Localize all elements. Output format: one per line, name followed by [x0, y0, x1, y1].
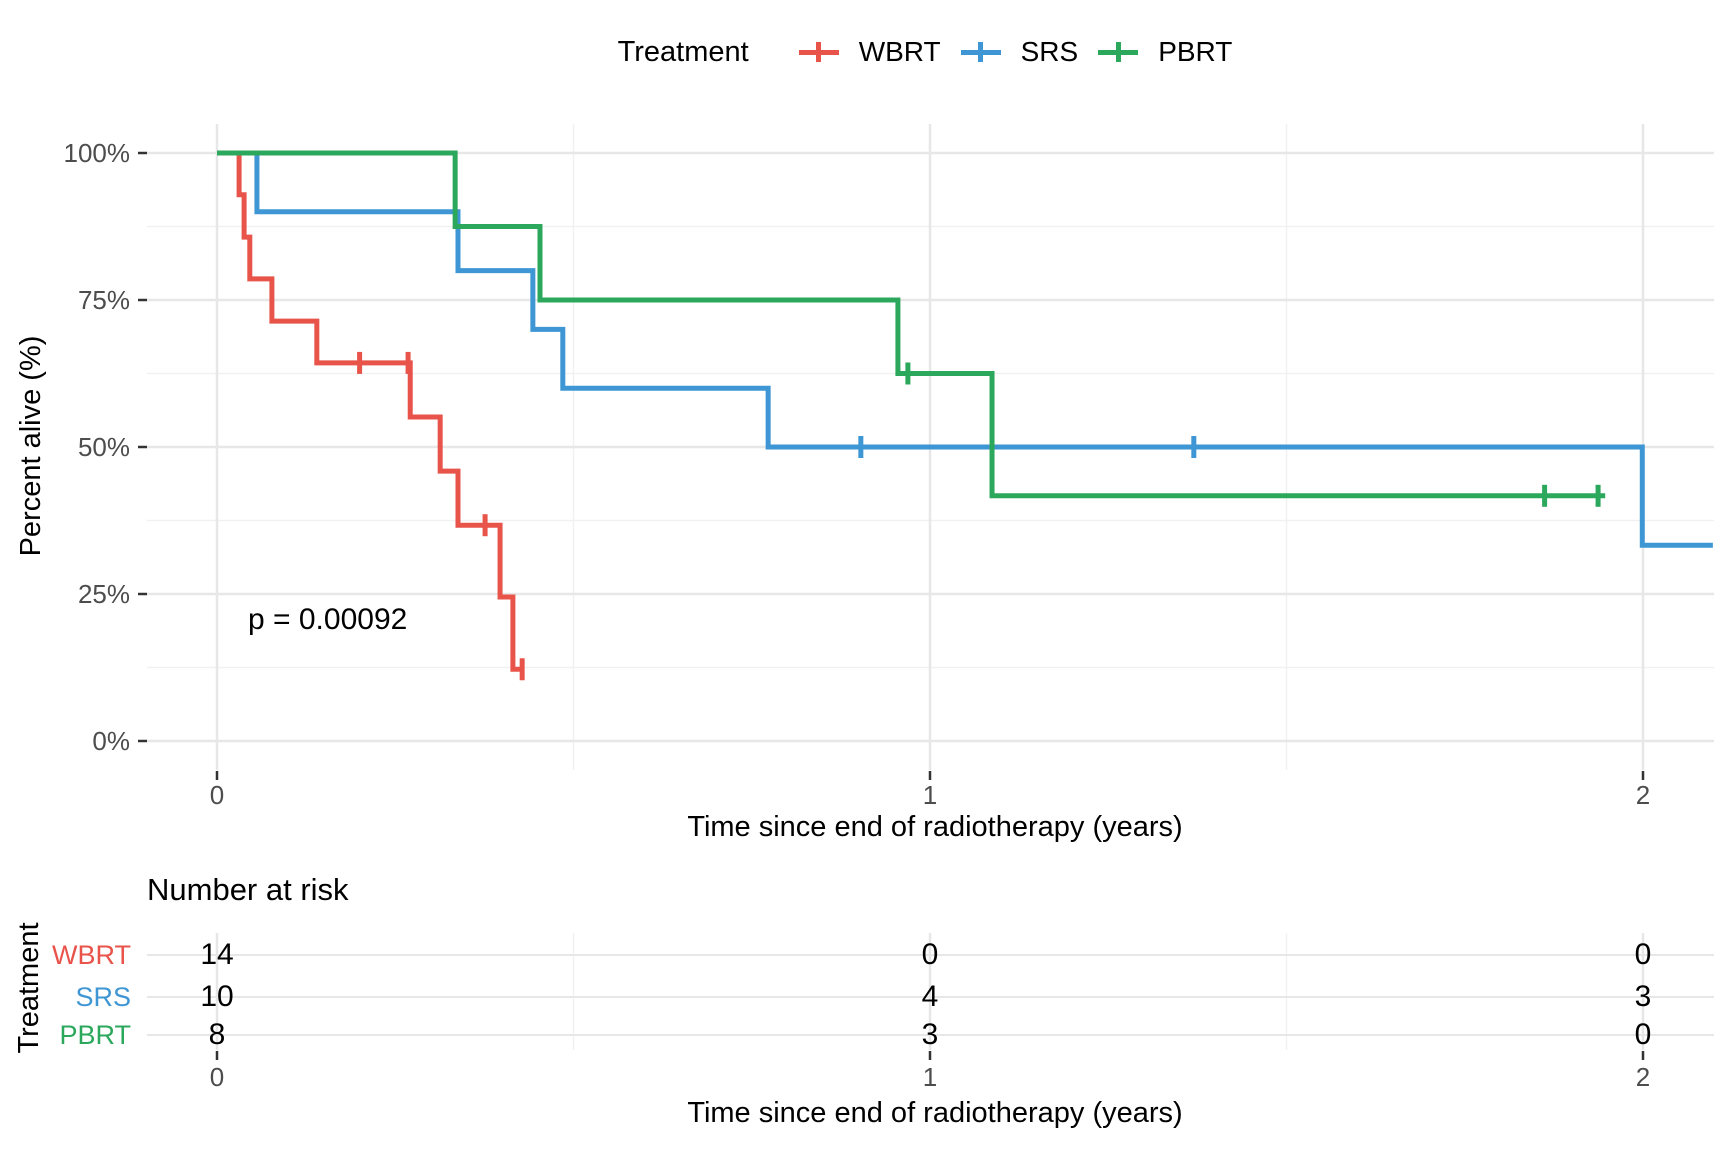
risk-value: 0 — [1634, 1018, 1652, 1051]
risk-value: 3 — [921, 1018, 939, 1051]
y-tick-label: 75% — [77, 285, 130, 315]
y-tick-label: 100% — [63, 138, 131, 168]
risk-value: 8 — [208, 1018, 226, 1051]
legend-title: Treatment — [617, 35, 749, 68]
risk-value: 3 — [1634, 980, 1652, 1013]
risk-x-tick-label: 2 — [1635, 1062, 1651, 1092]
x-tick-label: 1 — [922, 780, 938, 810]
risk-row-label-SRS: SRS — [75, 982, 131, 1012]
risk-x-tick-label: 1 — [922, 1062, 938, 1092]
legend-item-label: PBRT — [1158, 36, 1233, 67]
y-tick-label: 50% — [77, 432, 130, 462]
risk-value: 0 — [1634, 938, 1652, 971]
legend: Treatment WBRT SRS PBRT — [61, 32, 1728, 72]
y-tick-label: 25% — [77, 579, 130, 609]
risk-x-tick-label: 0 — [209, 1062, 225, 1092]
y-tick-label: 0% — [92, 726, 130, 756]
p-value-annotation: p = 0.00092 — [248, 603, 408, 636]
risk-row-label-WBRT: WBRT — [52, 940, 131, 970]
legend-key-icon — [1098, 41, 1139, 63]
risk-value: 14 — [200, 938, 234, 971]
risk-value: 0 — [921, 938, 939, 971]
legend-item-PBRT: PBRT — [1098, 36, 1232, 68]
legend-key-icon — [960, 41, 1001, 63]
legend-item-label: WBRT — [858, 36, 941, 67]
risk-table-title: Number at risk — [147, 872, 349, 907]
legend-item-WBRT: WBRT — [798, 36, 941, 68]
x-axis-title: Time since end of radiotherapy (years) — [687, 811, 1183, 843]
x-tick-label: 0 — [209, 780, 225, 810]
km-curve-WBRT — [217, 150, 524, 672]
risk-row-label-PBRT: PBRT — [59, 1020, 131, 1050]
legend-key-icon — [798, 41, 839, 63]
km-curve-PBRT — [217, 150, 1606, 499]
risk-value: 10 — [200, 980, 234, 1013]
legend-item-SRS: SRS — [960, 36, 1079, 68]
km-curve-SRS — [217, 150, 1713, 548]
risk-value: 4 — [921, 980, 939, 1013]
x-tick-label: 2 — [1635, 780, 1651, 810]
risk-x-axis-title: Time since end of radiotherapy (years) — [687, 1097, 1183, 1129]
legend-item-label: SRS — [1020, 36, 1079, 67]
